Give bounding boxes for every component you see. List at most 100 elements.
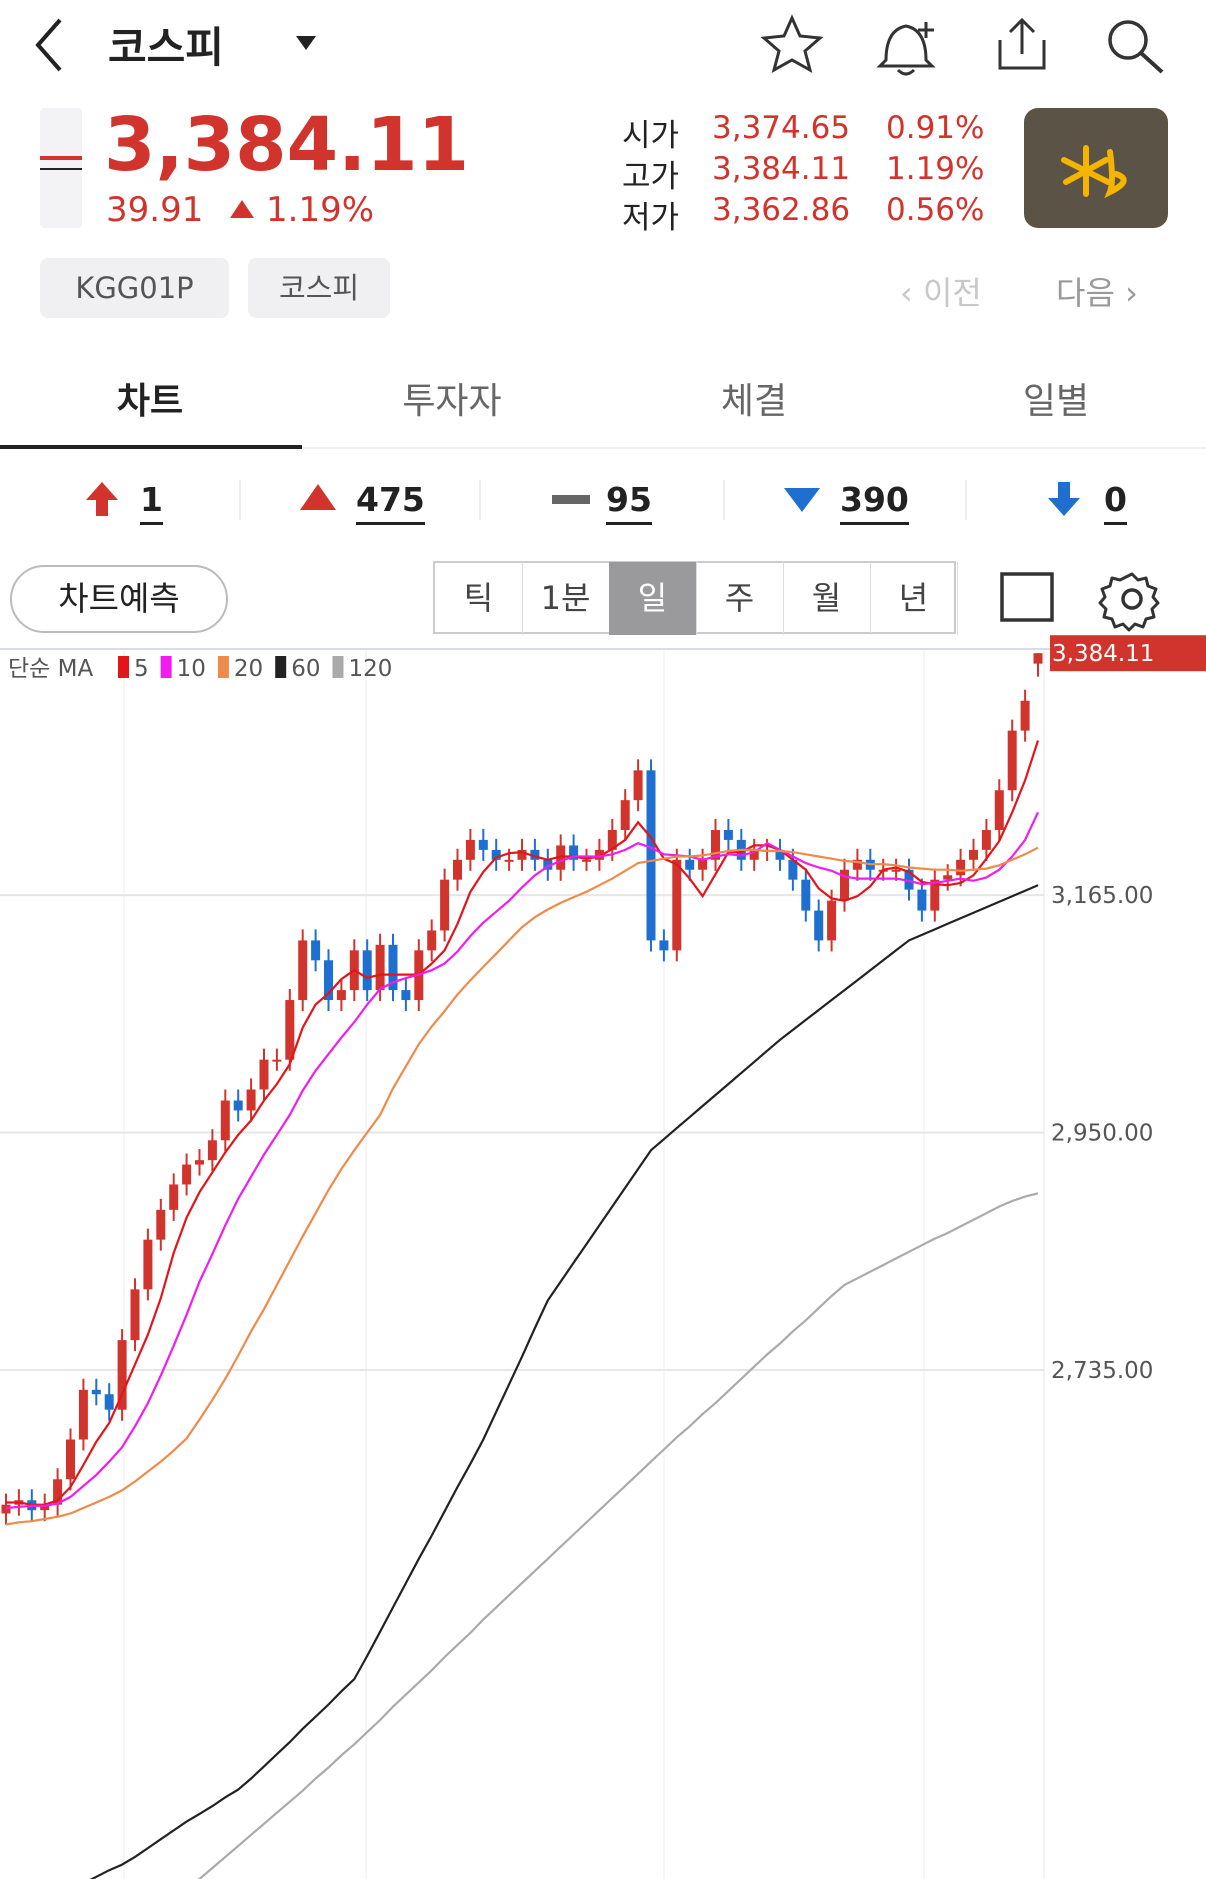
candle-body [698, 859, 708, 870]
legend-swatch [275, 656, 287, 678]
candle-body [53, 1479, 63, 1505]
search-icon[interactable] [1108, 20, 1148, 60]
candle-body [607, 829, 617, 850]
breadth-icons [86, 480, 1080, 520]
quote-value: 3,384.11 [712, 151, 851, 187]
count: 1 [140, 478, 163, 525]
candle-body [891, 869, 901, 872]
period-button[interactable]: 년 [870, 562, 958, 635]
search-handle [1139, 51, 1164, 74]
quote-pct: 1.19% [886, 151, 985, 187]
legend-title: 단순 MA [8, 656, 93, 682]
candle-body [852, 859, 862, 870]
legend-label: 60 [291, 656, 320, 682]
candle-body [788, 859, 798, 880]
candle-body [246, 1089, 256, 1111]
quote-label: 시가 [622, 118, 680, 154]
ma-line [5, 811, 1039, 1510]
prev-label: 이전 [922, 274, 982, 312]
up-triangle [230, 200, 254, 218]
tag[interactable]: 코스피 [248, 258, 390, 318]
count: 0 [1104, 478, 1127, 525]
back-icon[interactable] [35, 18, 62, 72]
candle-body [66, 1439, 75, 1480]
legend-swatch [160, 656, 172, 678]
candle-body [491, 849, 501, 860]
tab[interactable]: 차트 [116, 381, 184, 422]
predict-button[interactable]: 차트예측 [10, 565, 228, 633]
candle-body [285, 1000, 295, 1060]
candle-body [633, 770, 643, 801]
candle-body [182, 1164, 192, 1185]
candle-body [930, 879, 940, 911]
candle-body [827, 900, 837, 941]
candle-body [969, 849, 978, 860]
share-icon[interactable] [998, 17, 1046, 70]
quote-pct: 0.56% [886, 192, 985, 228]
y-tick-label: 2,735.00 [1051, 1358, 1153, 1384]
candle-body [336, 990, 346, 1001]
candle-body [1007, 730, 1017, 791]
candle-body [388, 944, 398, 991]
legend-swatch [332, 656, 344, 678]
legend-swatch [217, 656, 229, 678]
ma-line [197, 1192, 1039, 1879]
candle-body [943, 875, 953, 880]
tab[interactable]: 체결 [720, 381, 788, 422]
candle-body [143, 1239, 153, 1290]
period-button[interactable]: 틱 [435, 562, 523, 635]
candle-body [156, 1209, 166, 1240]
candle-body [543, 859, 553, 870]
candle-body [530, 849, 540, 860]
quote-value: 3,362.86 [712, 192, 851, 228]
candle-body [78, 1389, 88, 1440]
tab-underline [0, 445, 302, 449]
logo [1024, 108, 1168, 228]
candle-body [311, 940, 321, 961]
gear-icon[interactable] [1098, 572, 1160, 632]
candle-body [1033, 653, 1043, 664]
tag[interactable]: KGG01P [40, 258, 229, 318]
legend-label: 120 [348, 656, 392, 682]
next-button[interactable]: 다음 › [1056, 274, 1138, 312]
candle-body [440, 879, 450, 931]
bell-icon[interactable] [876, 24, 936, 76]
candle-body [362, 950, 372, 991]
legend-label: 10 [177, 656, 206, 682]
price: 3,384.11 [104, 102, 470, 188]
dropdown-icon[interactable] [296, 36, 316, 50]
quote-label: 고가 [622, 159, 680, 195]
period-button[interactable]: 월 [783, 562, 871, 635]
tab[interactable]: 투자자 [402, 381, 502, 422]
square-icon[interactable] [1000, 572, 1054, 622]
candle-body [775, 849, 785, 860]
y-tick-label: 3,165.00 [1051, 883, 1153, 909]
quote-pct: 0.91% [886, 110, 985, 146]
candle-body [904, 869, 914, 890]
count: 95 [606, 478, 652, 525]
plot [0, 653, 1044, 1879]
change-pct: 1.19% [266, 190, 375, 230]
mini-bar [40, 108, 82, 228]
candle-body [117, 1340, 127, 1410]
prev-button[interactable]: ‹ 이전 [900, 274, 982, 312]
period-button[interactable]: 일 [609, 562, 697, 635]
candle-body [375, 944, 385, 991]
bell-plus [918, 22, 934, 38]
candle-body [130, 1289, 140, 1341]
candle-body [324, 960, 333, 1001]
candle-body [723, 829, 733, 840]
y-tick-label: 2,950.00 [1051, 1121, 1153, 1147]
top-icons [35, 14, 1164, 76]
star-icon[interactable] [760, 14, 824, 74]
candle-body [956, 859, 966, 876]
last-price-label: 3,384.11 [1052, 641, 1154, 667]
period-button[interactable]: 주 [696, 562, 784, 635]
count: 475 [356, 478, 425, 525]
candle-body [840, 869, 849, 901]
tab[interactable]: 일별 [1022, 381, 1090, 422]
candle-body [272, 1059, 282, 1062]
candle-body [814, 910, 824, 941]
